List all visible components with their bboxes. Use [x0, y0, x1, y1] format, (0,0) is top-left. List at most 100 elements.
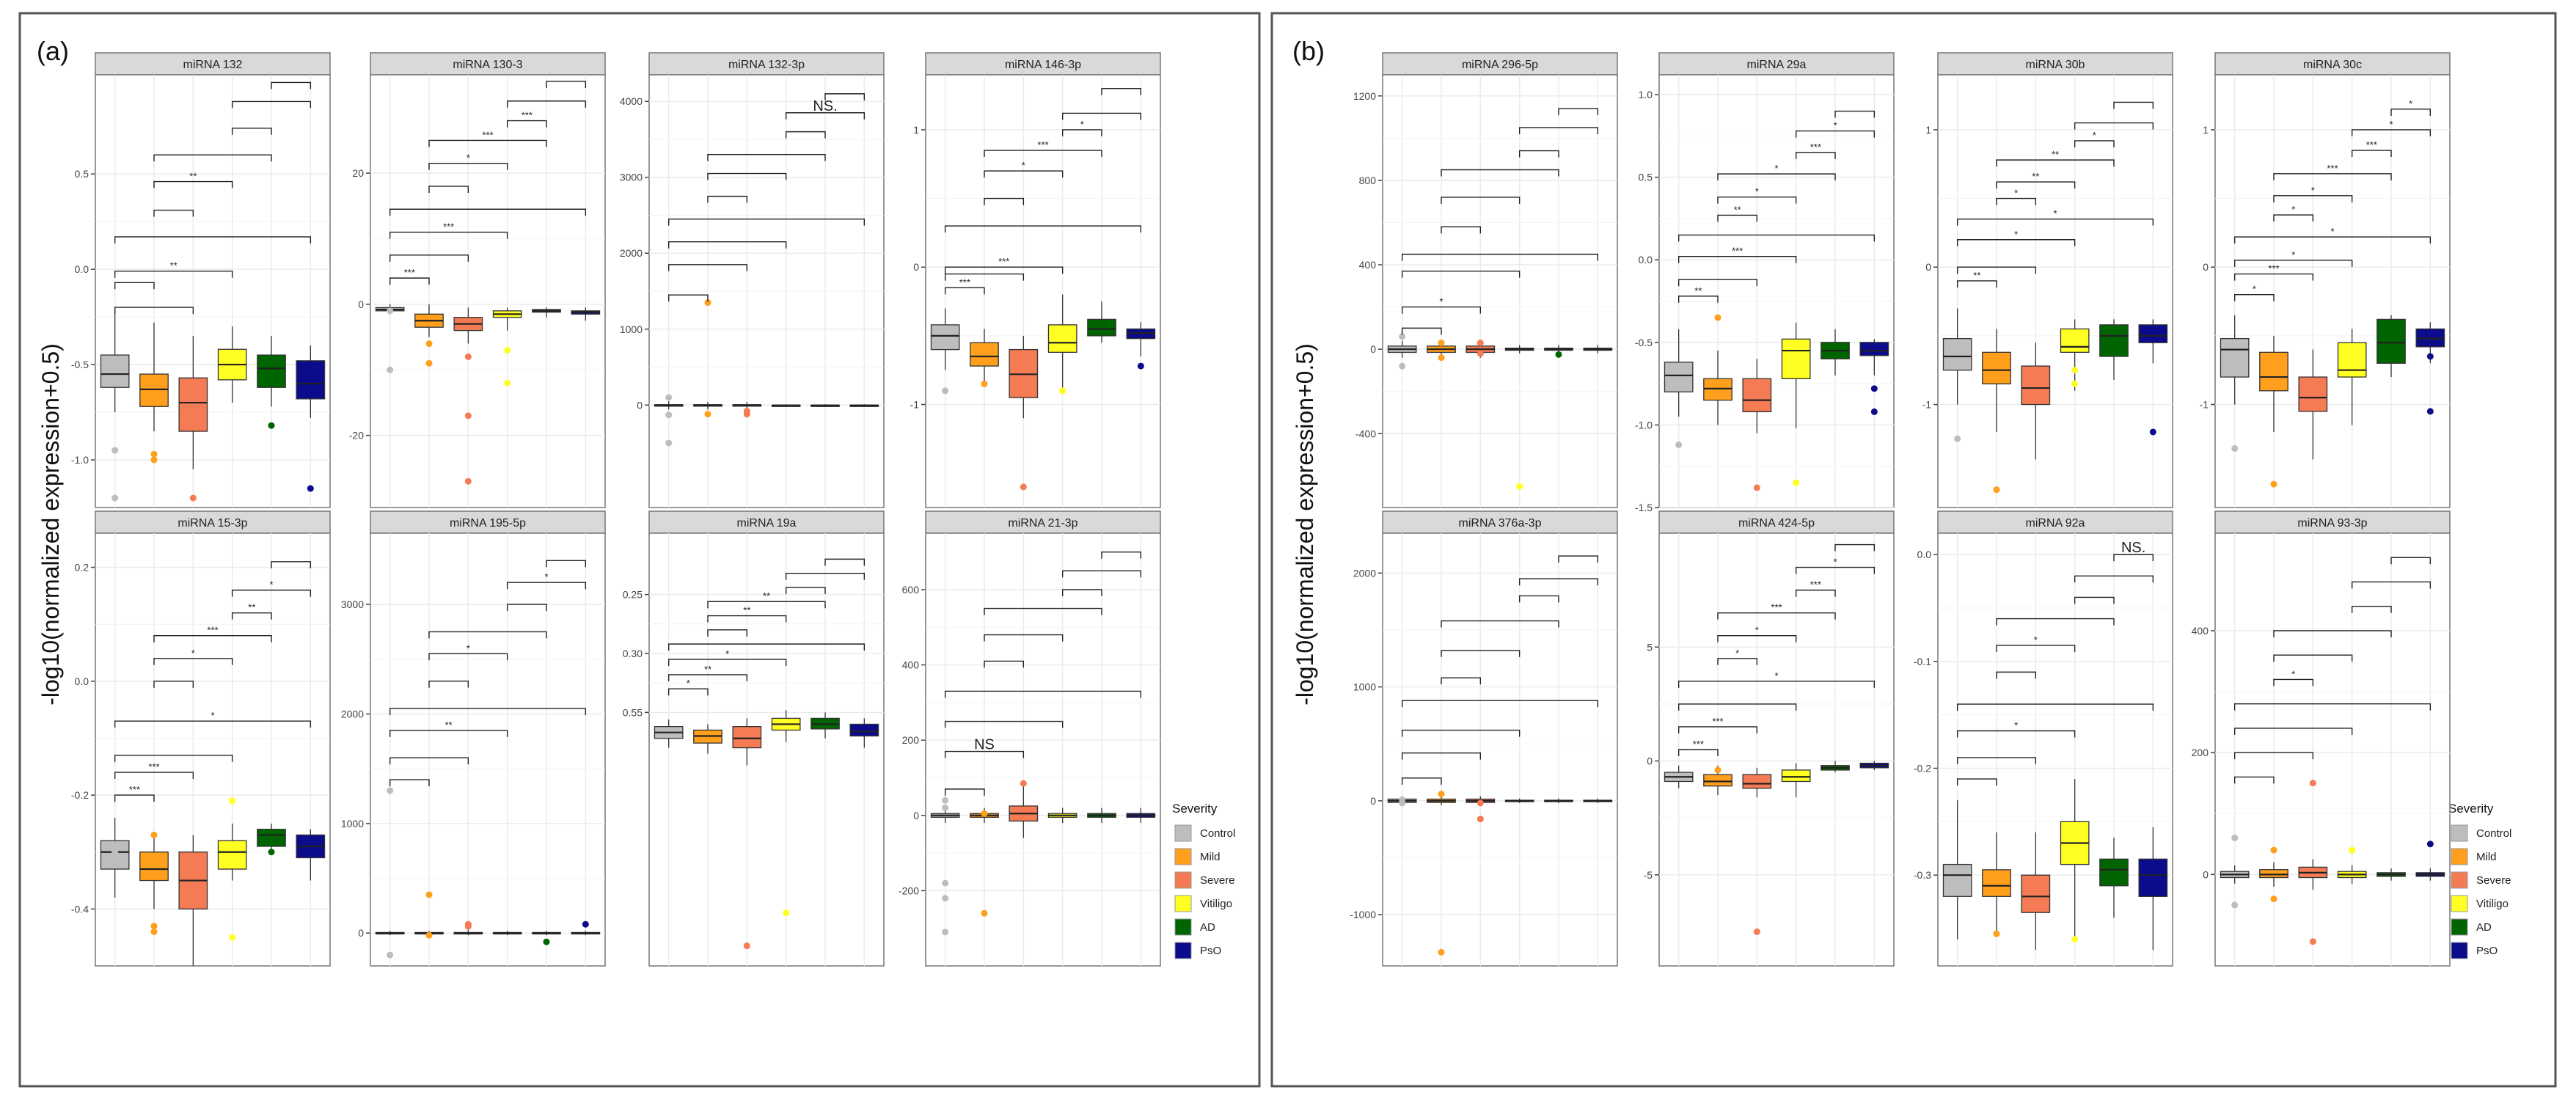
bracket-line: [1996, 159, 2115, 167]
y-tick-label: 1: [1925, 124, 1931, 136]
bracket-label: NS.: [2121, 540, 2145, 556]
legend-label-ad: AD: [1200, 921, 1215, 934]
significance-bracket: [944, 720, 1064, 728]
box-ad: [2376, 315, 2406, 378]
y-tick-label: -0.4: [71, 903, 89, 915]
outlier-point: [1675, 441, 1683, 448]
significance-bracket: [1401, 327, 1442, 335]
bracket-label: *: [2330, 226, 2334, 237]
y-tick-label: -20: [349, 430, 364, 442]
box-mild: [1982, 832, 2011, 937]
box-control: [930, 796, 960, 936]
box-pso: [2415, 322, 2445, 415]
bracket-line: [944, 225, 1142, 233]
outlier-point: [2270, 846, 2277, 854]
y-tick-label: 1200: [1353, 90, 1376, 102]
y-tick-label: 0.0: [1639, 254, 1653, 265]
legend-panel-a: Severity Control Mild Severe Vitiligo AD PsO: [1172, 802, 1235, 959]
bracket-line: [1677, 681, 1876, 688]
box-iqr: [1742, 774, 1772, 789]
y-tick-label: 1: [913, 124, 919, 136]
significance-bracket: *: [506, 571, 587, 590]
y-tick-label: 0.5: [75, 168, 89, 180]
significance-bracket: [1061, 570, 1142, 578]
outlier-point: [1477, 799, 1484, 807]
y-tick-label: 3000: [341, 598, 364, 610]
bracket-line: [1441, 169, 1559, 177]
bracket-line: [667, 218, 866, 226]
box-mild: [970, 329, 999, 387]
legend-swatch-ad: [2451, 918, 2468, 936]
bracket-line: [1996, 181, 2076, 189]
significance-bracket: *: [114, 710, 312, 728]
bracket-line: [707, 601, 826, 609]
box-vitiligo: [771, 710, 801, 917]
significance-bracket: [1518, 150, 1559, 158]
significance-bracket: *: [428, 642, 508, 661]
y-tick-label: 800: [1359, 175, 1377, 186]
box-iqr: [2099, 324, 2129, 357]
bracket-line: [1677, 296, 1719, 303]
box-severe: [453, 307, 483, 485]
outlier-point: [464, 353, 472, 360]
outlier-point: [665, 439, 673, 447]
box-vitiligo: [1504, 798, 1534, 803]
y-tick-label: -5: [1644, 869, 1653, 881]
box-control: [100, 307, 130, 502]
bracket-label: **: [1694, 285, 1702, 296]
outlier-point: [704, 299, 711, 307]
bracket-line: [984, 607, 1102, 615]
bracket-line: [2074, 140, 2115, 147]
box-pso: [2138, 827, 2168, 951]
y-tick-label: 0: [1925, 261, 1931, 273]
box-iqr: [2021, 874, 2051, 913]
bracket-line: [2233, 776, 2275, 784]
bracket-line: [667, 688, 709, 696]
plot-area: [2214, 74, 2451, 508]
facet-mirna-93-3p: miRNA 93-3p 400 200 0 *: [2192, 510, 2451, 967]
bracket-line: [707, 195, 748, 203]
bracket-label: **: [704, 664, 711, 675]
box-severe: [2298, 349, 2328, 460]
bracket-label: NS.: [813, 98, 837, 114]
bracket-line: [1677, 749, 1719, 756]
bracket-label: *: [1735, 648, 1739, 659]
box-pso: [296, 829, 326, 881]
plot-area: [2214, 532, 2451, 967]
bracket-label: **: [248, 602, 255, 613]
outlier-point: [942, 895, 949, 902]
bracket-label: ***: [404, 267, 415, 278]
significance-bracket: [546, 81, 587, 88]
significance-bracket: [1401, 700, 1599, 708]
box-iqr: [970, 342, 999, 367]
y-tick-label: 1.0: [1639, 89, 1653, 100]
y-tick-label: 20: [352, 167, 364, 179]
box-mild: [1703, 765, 1732, 796]
bracket-line: [1956, 703, 2154, 711]
bracket-line: [1518, 150, 1559, 158]
significance-bracket: *: [2390, 98, 2432, 116]
bracket-line: [153, 154, 272, 162]
bracket-line: [1717, 635, 1797, 642]
outlier-point: [2349, 846, 2356, 854]
box-severe: [732, 718, 762, 950]
significance-bracket: [1518, 127, 1599, 134]
bracket-line: [824, 93, 866, 100]
significance-bracket: [231, 100, 312, 109]
significance-bracket: *: [1677, 670, 1876, 688]
bracket-line: [1518, 578, 1599, 586]
bracket-line: [506, 582, 587, 590]
significance-bracket: [428, 631, 547, 639]
bracket-line: [231, 589, 312, 597]
facet-mirna-92a: miRNA 92a 0.0 -0.1 -0.2 -0.3 * * NS.: [1914, 510, 2173, 967]
outlier-point: [1753, 484, 1760, 491]
facet-mirna-296-5p: miRNA 296-5p 1200 800 400 0 -400 *: [1353, 52, 1618, 508]
significance-bracket: *: [2233, 226, 2432, 244]
box-control: [930, 308, 960, 395]
bracket-line: [2074, 575, 2154, 583]
y-tick-label: -0.5: [71, 359, 89, 370]
bracket-line: [944, 273, 1025, 281]
bracket-line: [667, 294, 709, 302]
bracket-line: [1061, 129, 1102, 136]
significance-bracket: [1401, 729, 1521, 737]
